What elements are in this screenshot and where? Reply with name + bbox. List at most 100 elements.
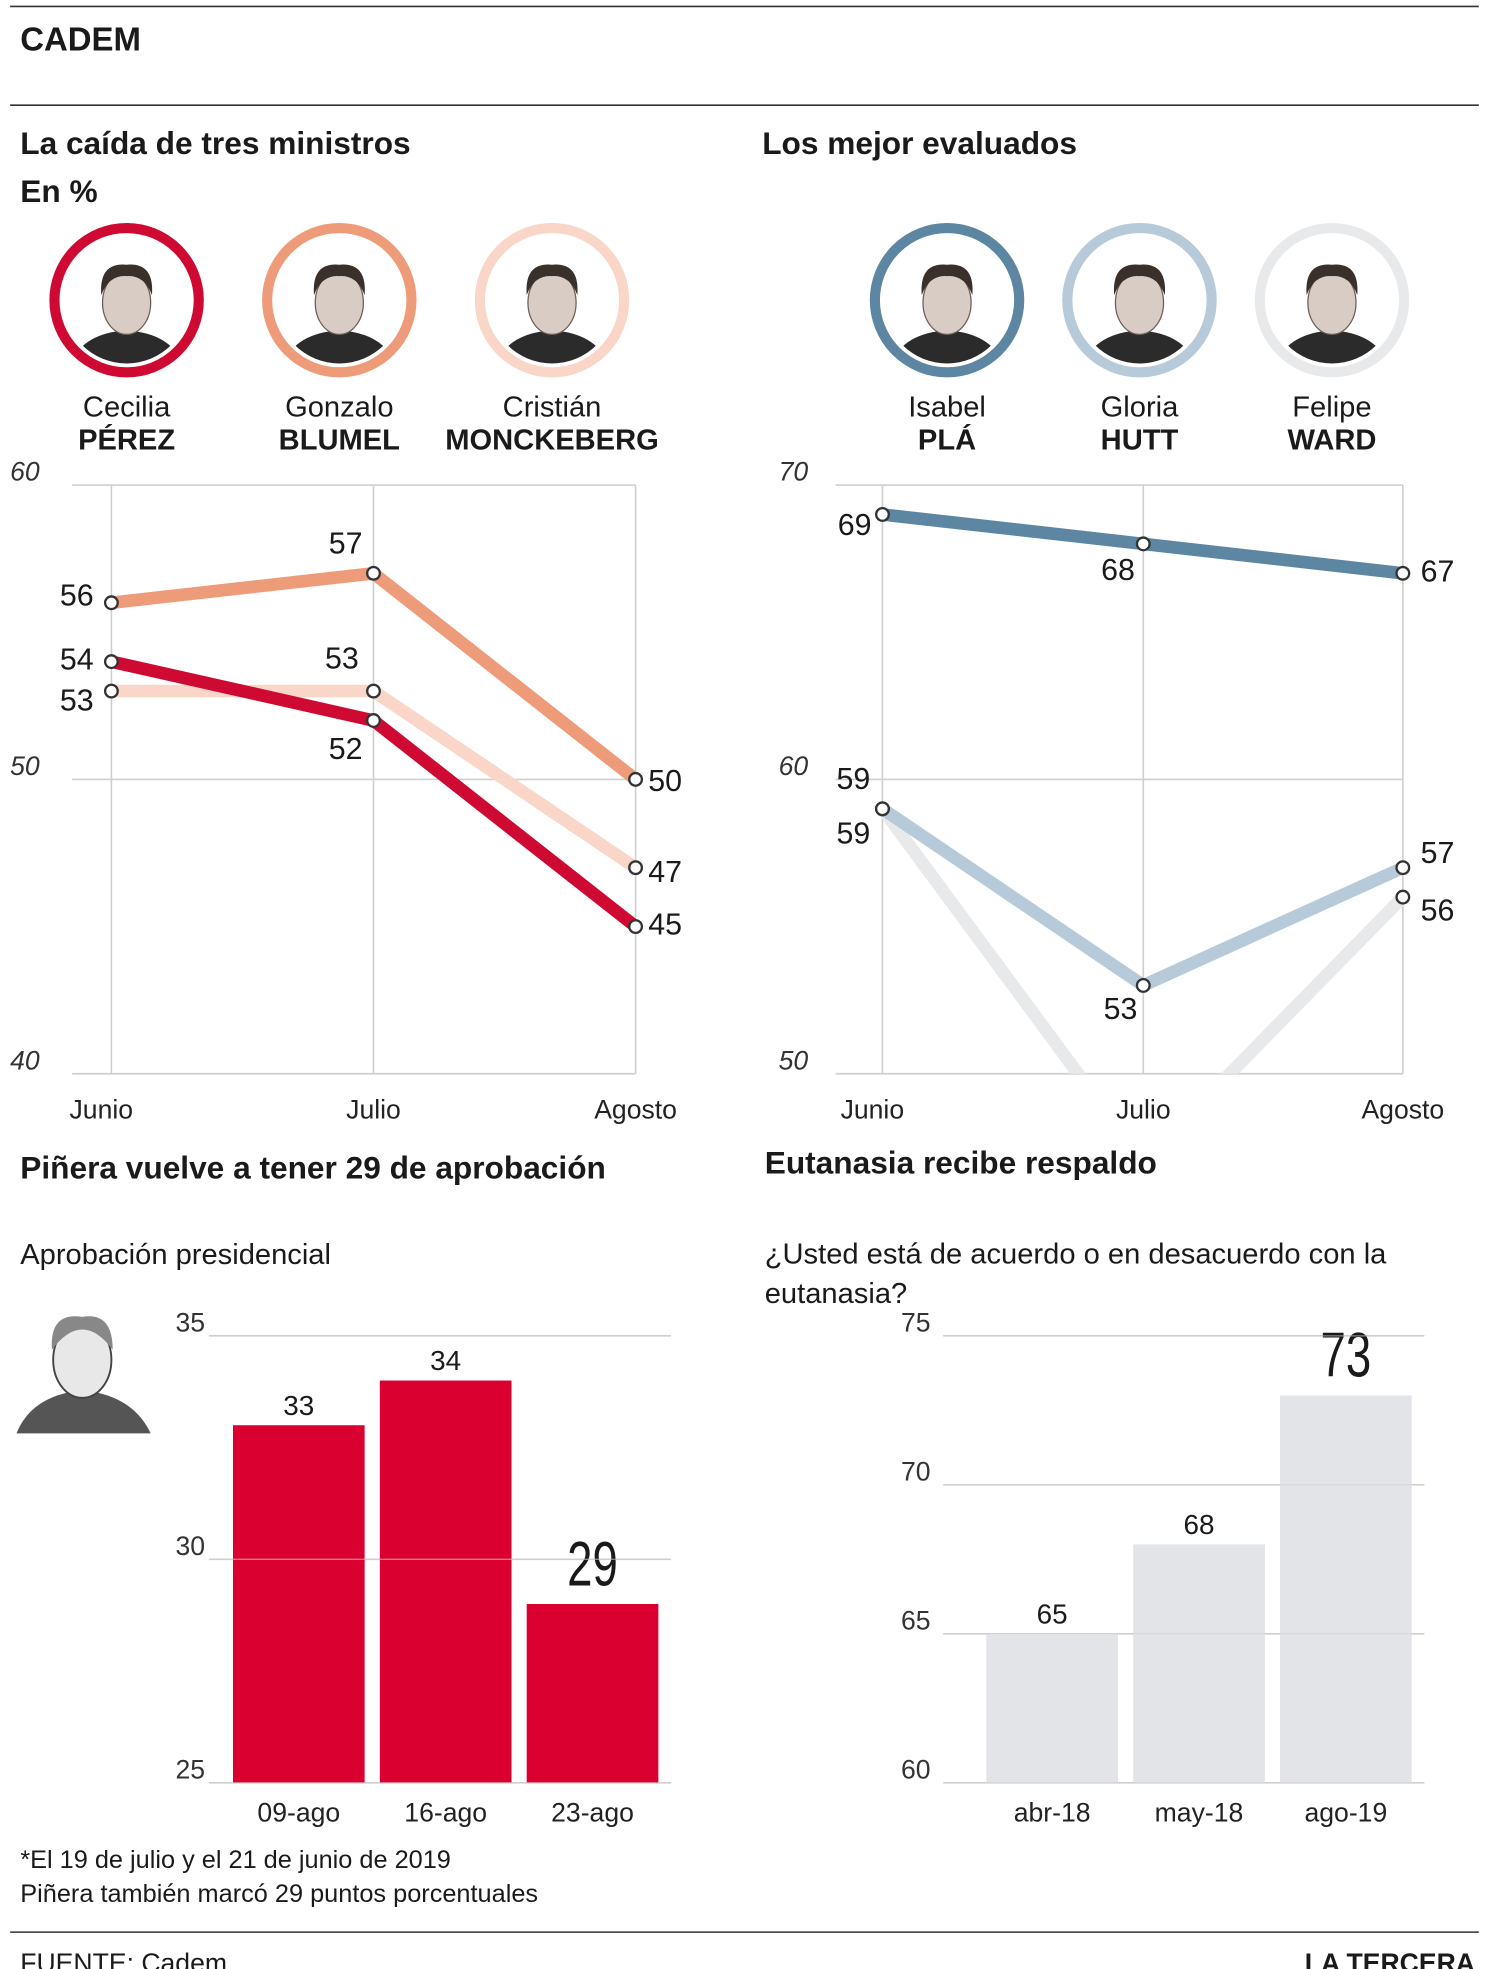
portrait-shoulders xyxy=(65,330,188,364)
portrait xyxy=(278,264,401,364)
x-tick-label: may-18 xyxy=(1155,1797,1244,1827)
portrait-shoulders xyxy=(1078,330,1201,364)
point-marker xyxy=(1135,536,1151,552)
bar xyxy=(379,1380,512,1783)
legend-last-name: PLÁ xyxy=(918,423,976,457)
x-tick-label: 09-ago xyxy=(257,1797,340,1827)
portrait-hair xyxy=(1113,264,1166,296)
legend-last-name: PÉREZ xyxy=(78,423,175,457)
portrait xyxy=(491,264,613,364)
x-tick-label: 23-ago xyxy=(551,1797,634,1827)
point-marker xyxy=(103,595,119,611)
legend-first-name: Cecilia xyxy=(83,392,171,424)
data-label: 57 xyxy=(1421,836,1455,870)
portrait-hair xyxy=(51,1316,113,1350)
bar xyxy=(1280,1395,1412,1783)
data-label: 59 xyxy=(836,762,870,796)
point-marker xyxy=(628,860,644,876)
point-marker xyxy=(103,654,119,670)
legend-first-name: Felipe xyxy=(1292,392,1371,424)
source: FUENTE: Cadem xyxy=(20,1948,227,1969)
chart-subtitle: Aprobación presidencial xyxy=(20,1239,331,1271)
footnote: Piñera también marcó 29 puntos porcentua… xyxy=(20,1880,538,1908)
bar xyxy=(1133,1544,1265,1783)
y-tick-label: 50 xyxy=(779,1045,809,1075)
data-label: 73 xyxy=(1321,1319,1372,1390)
point-marker xyxy=(628,771,644,787)
portrait-shoulders xyxy=(16,1390,151,1434)
data-label: 59 xyxy=(836,816,870,850)
legend-last-name: HUTT xyxy=(1101,425,1179,457)
data-label: 56 xyxy=(60,579,94,613)
point-marker xyxy=(1395,860,1411,876)
chart-subtitle-box: ¿Usted está de acuerdo o en desacuerdo c… xyxy=(765,1237,1387,1309)
point-marker xyxy=(366,565,381,581)
y-tick-label: 60 xyxy=(10,457,40,487)
point-marker xyxy=(1135,977,1151,993)
x-tick-label: Julio xyxy=(1116,1095,1171,1125)
y-tick-label: 35 xyxy=(176,1307,206,1337)
legend-last-name: BLUMEL xyxy=(279,425,400,457)
portrait-hair xyxy=(1306,264,1358,296)
data-label: 34 xyxy=(430,1345,461,1376)
point-marker xyxy=(366,683,381,699)
y-tick-label: 30 xyxy=(176,1531,206,1561)
y-tick-label: 65 xyxy=(901,1605,931,1635)
data-label: 53 xyxy=(1104,992,1138,1026)
data-label: 65 xyxy=(1037,1598,1068,1629)
portrait-hair xyxy=(313,264,365,296)
portrait-hair xyxy=(526,264,578,296)
y-tick-label: 40 xyxy=(10,1045,40,1075)
header: CADEM xyxy=(20,21,141,58)
point-marker xyxy=(875,506,890,522)
data-label: 47 xyxy=(648,855,682,889)
x-tick-label: abr-18 xyxy=(1014,1797,1091,1827)
x-tick-label: Agosto xyxy=(1361,1095,1444,1125)
portrait-hair xyxy=(921,264,973,296)
chart-title: Piñera vuelve a tener 29 de aprobación xyxy=(20,1149,606,1185)
series-line xyxy=(877,805,1408,1074)
point-marker xyxy=(366,713,381,728)
data-label: 45 xyxy=(648,908,682,942)
portrait-shoulders xyxy=(278,330,401,364)
chart-title: La caída de tres ministros xyxy=(20,125,410,161)
y-tick-label: 70 xyxy=(901,1456,931,1486)
y-tick-label: 50 xyxy=(10,751,40,781)
x-tick-label: Agosto xyxy=(594,1095,677,1125)
legend-first-name: Isabel xyxy=(908,392,986,424)
data-label: 57 xyxy=(329,527,363,561)
y-tick-label: 25 xyxy=(176,1754,206,1784)
x-tick-label: Julio xyxy=(346,1095,401,1125)
data-label: 68 xyxy=(1101,553,1135,587)
portrait-shoulders xyxy=(1271,330,1393,364)
chart-subtitle: En % xyxy=(20,173,97,209)
data-label: 53 xyxy=(60,684,94,718)
data-label: 69 xyxy=(838,508,872,542)
legend-first-name: Gloria xyxy=(1101,392,1179,424)
y-tick-label: 60 xyxy=(779,751,809,781)
plot-area xyxy=(103,565,644,935)
data-label: 67 xyxy=(1421,554,1455,588)
portrait xyxy=(1271,264,1393,364)
data-label: 50 xyxy=(648,764,682,798)
legend-last-name: WARD xyxy=(1287,425,1376,457)
point-marker xyxy=(1395,889,1411,905)
point-marker xyxy=(103,683,119,699)
chart-title: Los mejor evaluados xyxy=(762,125,1077,161)
data-label: 33 xyxy=(283,1390,314,1421)
x-tick-label: ago-19 xyxy=(1304,1797,1387,1827)
data-label: 68 xyxy=(1184,1509,1215,1540)
portrait xyxy=(886,264,1008,364)
legend-first-name: Gonzalo xyxy=(285,392,393,424)
plot-area xyxy=(875,506,1411,1074)
portrait-hair xyxy=(101,264,153,296)
x-tick-label: 16-ago xyxy=(404,1797,487,1827)
point-marker xyxy=(628,919,644,935)
x-tick-label: Junio xyxy=(70,1095,134,1125)
y-tick-label: 60 xyxy=(901,1754,931,1784)
data-label: 56 xyxy=(1421,893,1455,927)
legend-last-name: MONCKEBERG xyxy=(445,425,658,457)
point-marker xyxy=(1395,565,1411,581)
